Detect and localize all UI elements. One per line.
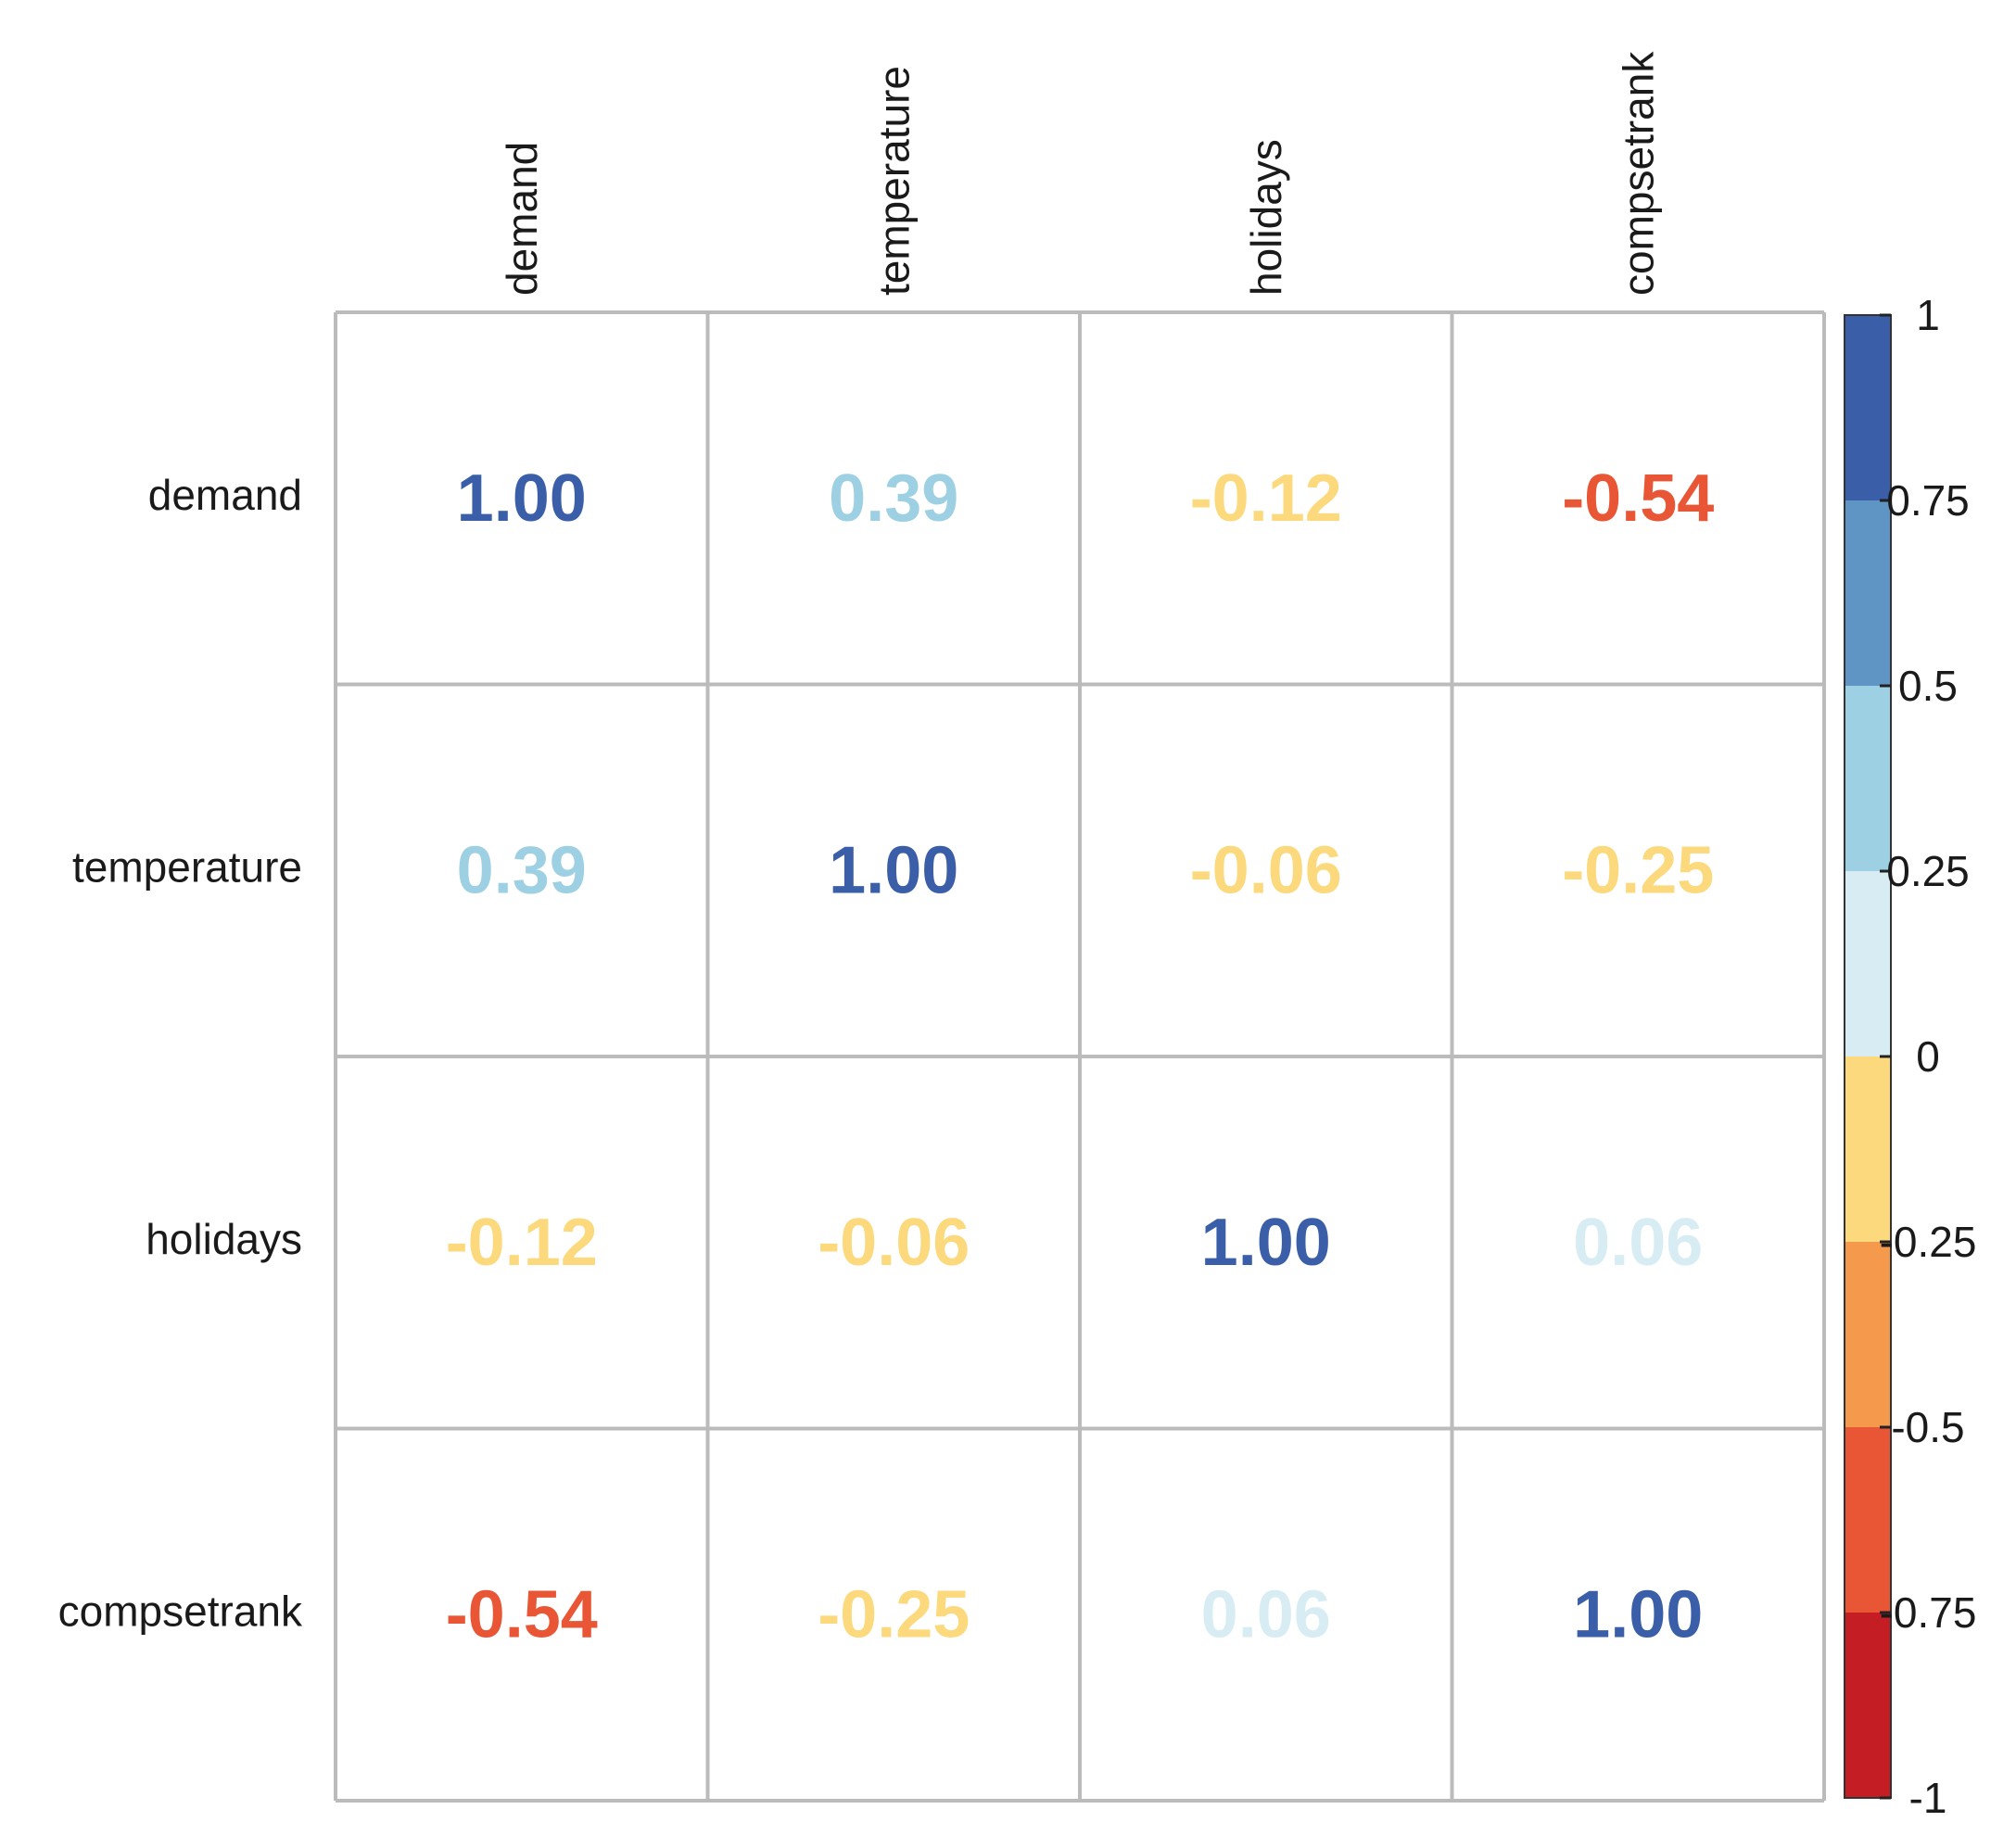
colorbar-tick-label: 1 (1916, 291, 1940, 339)
cell-value-holidays-temperature: -0.06 (818, 1206, 970, 1280)
column-label-compsetrank: compsetrank (1614, 51, 1662, 296)
colorbar-tick-label: -0.5 (1891, 1403, 1964, 1451)
column-labels: demand temperature holidays compsetrank (498, 51, 1663, 296)
colorbar-tick-label: -0.25 (1880, 1218, 1977, 1266)
colorbar-tick-label: -0.75 (1880, 1588, 1977, 1637)
row-label-demand: demand (148, 471, 302, 519)
colorbar-tick-label: -1 (1909, 1774, 1947, 1822)
cell-value-compsetrank-demand: -0.54 (446, 1577, 598, 1651)
grid-layer (334, 310, 1826, 1803)
cell-value-demand-compsetrank: -0.54 (1562, 462, 1714, 536)
cell-value-compsetrank-compsetrank: 1.00 (1573, 1577, 1703, 1651)
colorbar-bin (1845, 315, 1891, 500)
colorbar-bin (1845, 1613, 1891, 1798)
cell-value-compsetrank-holidays: 0.06 (1201, 1577, 1331, 1651)
cell-value-holidays-demand: -0.12 (446, 1206, 598, 1280)
cell-value-demand-holidays: -0.12 (1190, 462, 1342, 536)
colorbar-tick-label: 0 (1916, 1032, 1940, 1081)
colorbar-tick-label: 0.5 (1898, 662, 1958, 710)
row-labels: demand temperature holidays compsetrank (58, 471, 303, 1636)
cell-value-compsetrank-temperature: -0.25 (818, 1577, 970, 1651)
cell-value-temperature-holidays: -0.06 (1190, 833, 1342, 907)
colorbar: 1 0.75 0.5 0.25 0 -0.25 -0.5 -0.75 -1 (1844, 291, 1977, 1822)
values-layer: 1.00 0.39 -0.12 -0.54 0.39 1.00 -0.06 -0.25 -0.1… (446, 462, 1715, 1652)
cell-value-temperature-compsetrank: -0.25 (1562, 833, 1714, 907)
column-label-holidays: holidays (1242, 139, 1290, 296)
colorbar-bin (1845, 1056, 1891, 1242)
colorbar-bin (1845, 1242, 1891, 1427)
column-label-temperature: temperature (869, 66, 918, 296)
row-label-holidays: holidays (146, 1215, 302, 1263)
colorbar-tick-label: 0.75 (1886, 476, 1970, 525)
column-label-demand: demand (498, 142, 546, 296)
row-label-temperature: temperature (72, 842, 302, 891)
colorbar-tick-label: 0.25 (1886, 847, 1970, 895)
cell-value-temperature-demand: 0.39 (457, 833, 587, 907)
row-label-compsetrank: compsetrank (58, 1587, 303, 1635)
cell-value-holidays-compsetrank: 0.06 (1573, 1206, 1703, 1280)
colorbar-bin (1845, 1427, 1891, 1613)
cell-value-temperature-temperature: 1.00 (829, 833, 958, 907)
colorbar-bin (1845, 500, 1891, 686)
colorbar-bin (1845, 686, 1891, 871)
colorbar-bin (1845, 871, 1891, 1056)
cell-value-demand-temperature: 0.39 (829, 462, 958, 536)
cell-value-holidays-holidays: 1.00 (1201, 1206, 1331, 1280)
cell-value-demand-demand: 1.00 (457, 462, 587, 536)
